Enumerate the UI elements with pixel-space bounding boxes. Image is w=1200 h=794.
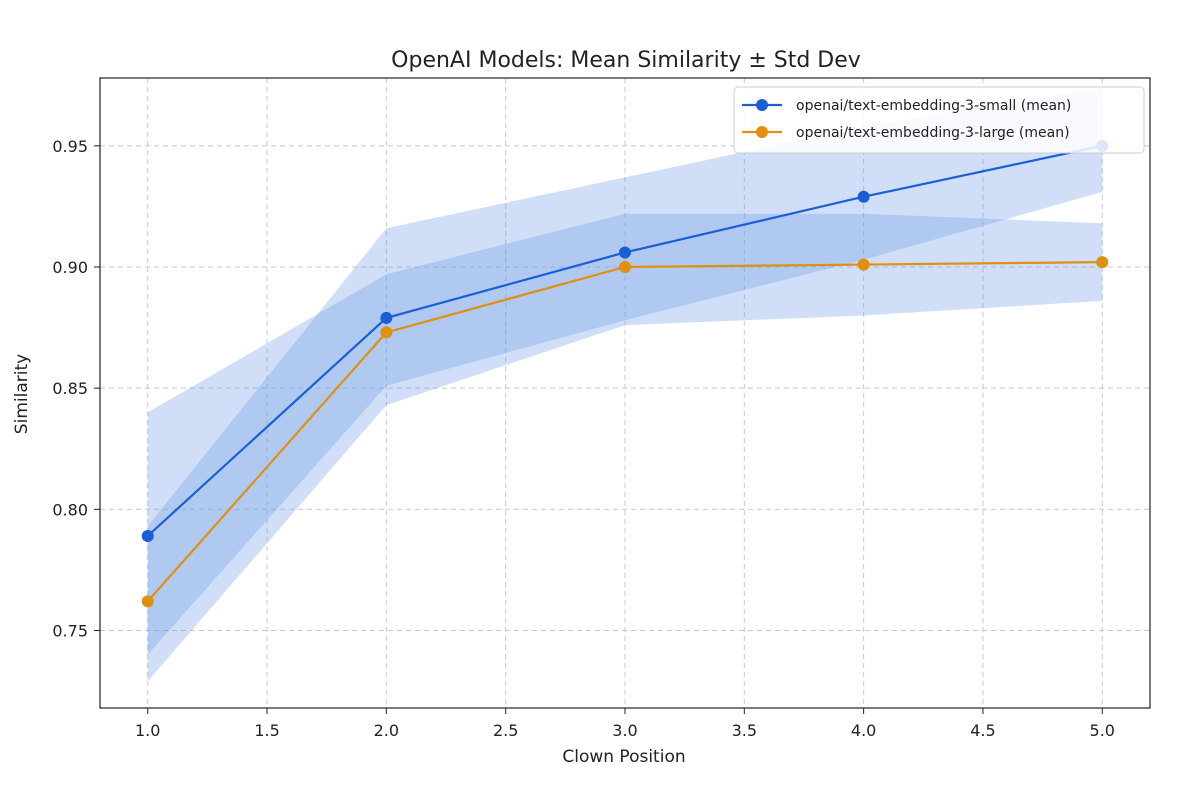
std-dev-band xyxy=(147,87,1103,655)
legend-box xyxy=(733,86,1145,154)
legend-marker-large xyxy=(756,126,768,138)
data-point xyxy=(380,311,393,324)
legend-label-small: openai/text-embedding-3-small (mean) xyxy=(796,98,1071,114)
x-axis-label: Clown Position xyxy=(562,747,685,767)
legend-marker-small xyxy=(756,99,768,111)
y-tick-label: 0.85 xyxy=(52,379,88,398)
y-tick-label: 0.75 xyxy=(52,621,88,640)
data-point xyxy=(857,190,870,203)
data-point xyxy=(141,595,154,608)
x-tick-label: 2.5 xyxy=(493,721,518,740)
legend-label-large: openai/text-embedding-3-large (mean) xyxy=(796,125,1070,141)
data-point xyxy=(141,529,154,542)
y-axis-ticks: 0.75 0.80 0.85 0.90 0.95 xyxy=(52,137,100,640)
x-tick-label: 5.0 xyxy=(1090,721,1115,740)
x-tick-label: 1.0 xyxy=(135,721,160,740)
x-tick-label: 3.5 xyxy=(732,721,757,740)
data-point xyxy=(857,258,870,271)
data-point xyxy=(1096,256,1109,269)
y-axis-label: Similarity xyxy=(12,354,32,434)
data-point xyxy=(380,326,393,339)
y-tick-label: 0.90 xyxy=(52,258,88,277)
x-tick-label: 4.5 xyxy=(970,721,995,740)
x-tick-label: 4.0 xyxy=(851,721,876,740)
chart-title: OpenAI Models: Mean Similarity ± Std Dev xyxy=(391,48,861,73)
x-tick-label: 1.5 xyxy=(254,721,279,740)
x-axis-ticks: 1.0 1.5 2.0 2.5 3.0 3.5 4.0 4.5 5.0 xyxy=(135,708,1115,740)
y-tick-label: 0.80 xyxy=(52,500,88,519)
data-point xyxy=(619,261,631,273)
x-tick-label: 3.0 xyxy=(612,721,637,740)
data-point xyxy=(619,246,631,259)
legend: openai/text-embedding-3-small (mean) ope… xyxy=(733,86,1145,154)
y-tick-label: 0.95 xyxy=(52,137,88,156)
x-tick-label: 2.0 xyxy=(374,721,399,740)
